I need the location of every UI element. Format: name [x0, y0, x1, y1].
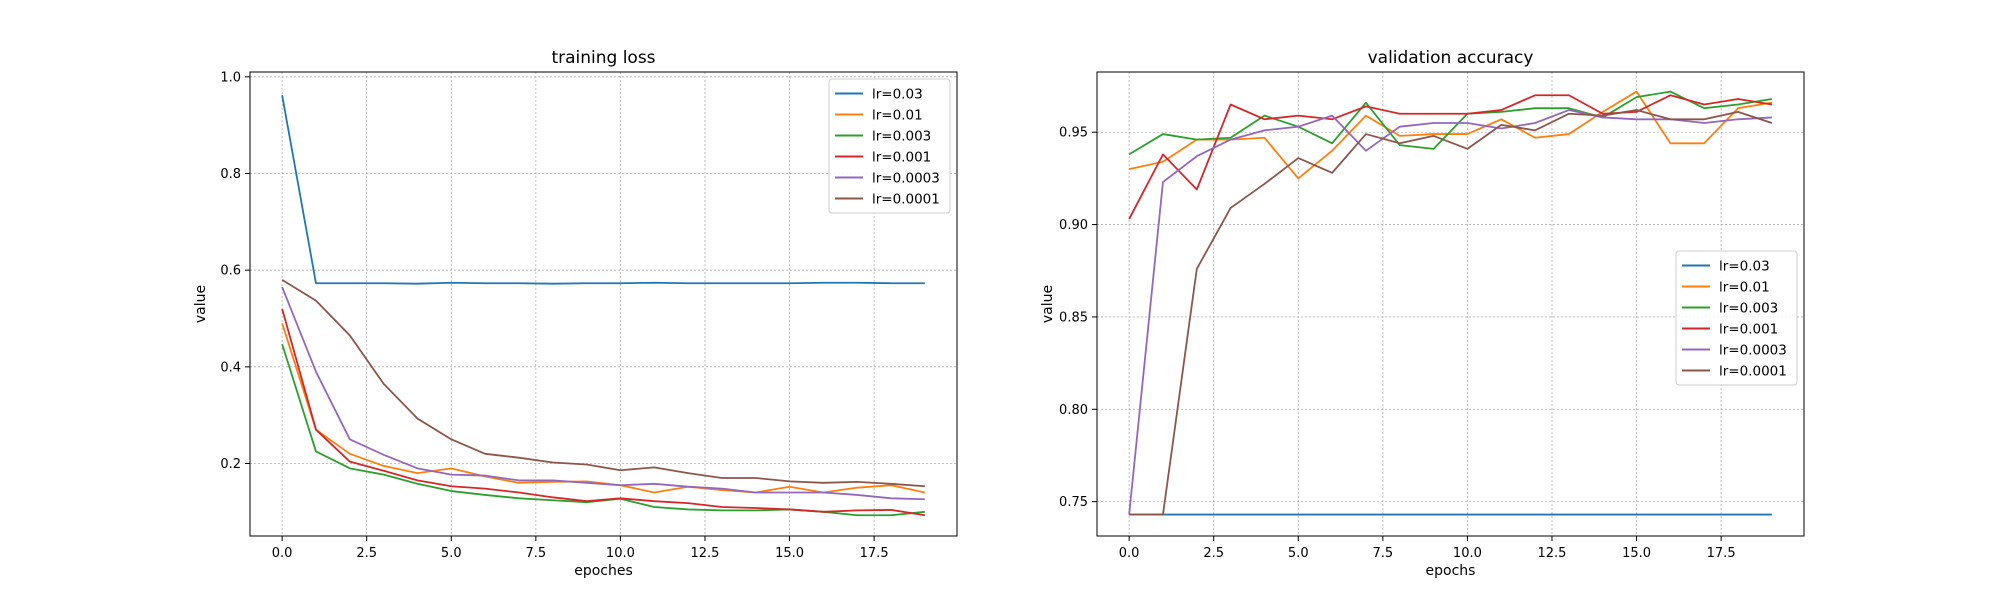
- legend-entry-label: lr=0.0003: [872, 171, 940, 187]
- series-line-lr-0-0001: [1129, 109, 1773, 516]
- x-tick-label: 2.5: [356, 546, 377, 561]
- x-tick-label: 12.5: [1538, 546, 1567, 561]
- chart-title: training loss: [551, 48, 655, 68]
- legend-entry-label: lr=0.001: [872, 150, 931, 166]
- legend-entry-label: lr=0.001: [1719, 322, 1778, 338]
- x-tick-label: 17.5: [860, 546, 889, 561]
- plot-frame: [1096, 71, 1805, 537]
- legend-entry-label: lr=0.03: [1719, 259, 1770, 275]
- y-tick-label: 0.80: [1059, 403, 1088, 418]
- legend-box: [828, 78, 951, 214]
- x-tick-label: 5.0: [441, 546, 462, 561]
- series-line-lr-0-003: [281, 343, 925, 517]
- y-tick-label: 0.75: [1059, 495, 1088, 510]
- legend-entry-label: lr=0.0001: [872, 192, 940, 208]
- legend-entry-label: lr=0.0001: [1719, 364, 1787, 380]
- y-tick-label: 0.8: [220, 167, 241, 182]
- y-tick-label: 0.4: [220, 360, 241, 375]
- validation-accuracy-panel: 0.0 2.5 5.0 7.5 10.0 12.5 15.0 17.5 0.75 0.80 0.85…: [1040, 48, 1805, 579]
- y-axis-label: value: [1040, 285, 1056, 323]
- legend: lr=0.03 lr=0.01 lr=0.003 lr=0.001 lr=0.0003 l…: [1675, 250, 1798, 386]
- y-tick-label: 0.95: [1059, 126, 1088, 141]
- y-tick-label: 0.90: [1059, 218, 1088, 233]
- x-tick-label: 15.0: [1622, 546, 1651, 561]
- x-tick-label: 10.0: [1453, 546, 1482, 561]
- x-tick-label: 12.5: [691, 546, 720, 561]
- legend-entry-label: lr=0.03: [872, 87, 923, 103]
- x-tick-label: 0.0: [272, 546, 293, 561]
- x-axis-label: epochs: [1426, 563, 1476, 579]
- plot-frame: [249, 71, 958, 537]
- legend-entry-label: lr=0.003: [1719, 301, 1778, 317]
- y-axis-label: value: [193, 285, 209, 323]
- series-line-lr-0-0003: [1128, 109, 1772, 515]
- x-tick-label: 0.0: [1119, 546, 1140, 561]
- x-tick-label: 15.0: [775, 546, 804, 561]
- series-line-lr-0-0001: [281, 279, 925, 488]
- legend-entry-label: lr=0.003: [872, 129, 931, 145]
- legend-box: [1675, 250, 1798, 386]
- x-axis-label: epoches: [574, 563, 633, 579]
- x-tick-label: 7.5: [1373, 546, 1394, 561]
- x-tick-label: 2.5: [1203, 546, 1224, 561]
- series-line-lr-0-0003: [281, 286, 925, 501]
- legend: lr=0.03 lr=0.01 lr=0.003 lr=0.001 lr=0.0003 l…: [828, 78, 951, 214]
- y-tick-label: 1.0: [220, 70, 241, 85]
- series-line-lr-0-001: [1128, 94, 1773, 220]
- legend-entry-label: lr=0.01: [872, 108, 923, 124]
- legend-entry-label: lr=0.01: [1719, 280, 1770, 296]
- training-loss-panel: 0.0 2.5 5.0 7.5 10.0 12.5 15.0 17.5 0.2 0.4 0.6 0.8…: [193, 48, 958, 579]
- x-tick-label: 17.5: [1707, 546, 1736, 561]
- y-tick-label: 0.85: [1059, 310, 1088, 325]
- x-tick-label: 7.5: [526, 546, 547, 561]
- series-line-lr-0-003: [1128, 90, 1773, 156]
- series-line-lr-0-01: [1128, 90, 1773, 180]
- series-line-lr-0-001: [281, 308, 925, 517]
- y-tick-label: 0.2: [220, 457, 241, 472]
- x-tick-label: 10.0: [606, 546, 635, 561]
- series-line-lr-0-03: [281, 95, 925, 285]
- legend-entry-label: lr=0.0003: [1719, 343, 1787, 359]
- y-tick-label: 0.6: [220, 264, 241, 279]
- x-tick-label: 5.0: [1288, 546, 1309, 561]
- chart-title: validation accuracy: [1368, 48, 1534, 68]
